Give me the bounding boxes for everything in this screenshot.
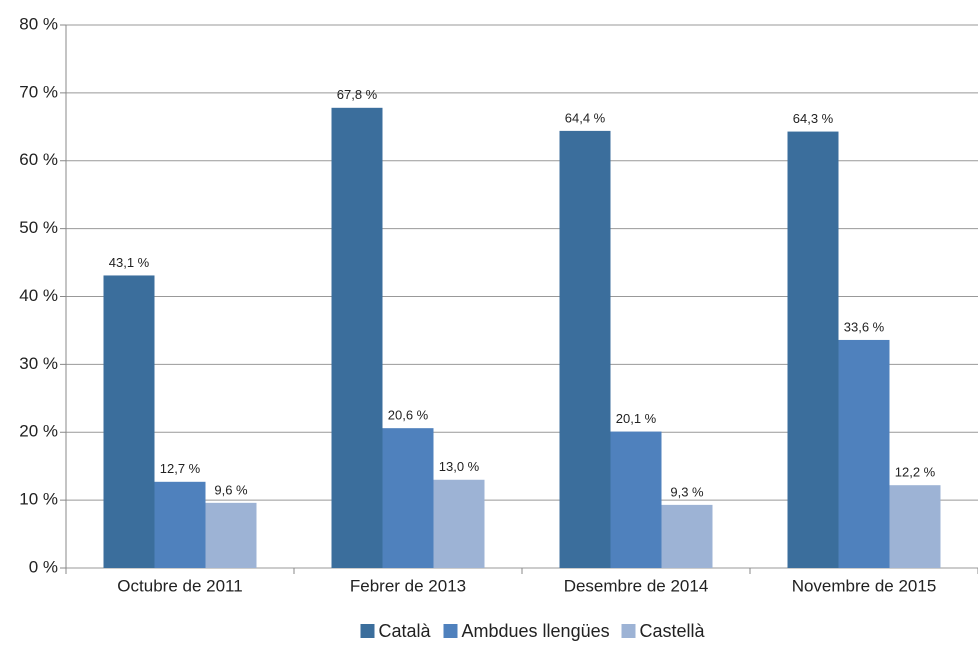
- y-tick-label: 70 %: [19, 82, 58, 101]
- y-tick-label: 40 %: [19, 286, 58, 305]
- y-tick-label: 20 %: [19, 422, 58, 441]
- legend-label: Castellà: [640, 621, 706, 641]
- value-label: 9,6 %: [214, 482, 248, 497]
- bar: [787, 131, 839, 568]
- bar: [331, 107, 383, 569]
- x-tick-label: Febrer de 2013: [350, 576, 466, 595]
- y-tick-label: 30 %: [19, 354, 58, 373]
- value-label: 20,6 %: [388, 408, 429, 423]
- bar: [889, 485, 941, 568]
- legend-label: Català: [379, 621, 432, 641]
- value-label: 12,2 %: [895, 465, 936, 480]
- x-tick-label: Novembre de 2015: [792, 576, 937, 595]
- legend-swatch: [621, 624, 636, 638]
- y-tick-label: 10 %: [19, 490, 58, 509]
- value-label: 20,1 %: [616, 411, 657, 426]
- value-label: 9,3 %: [670, 484, 704, 499]
- y-tick-label: 60 %: [19, 150, 58, 169]
- bar: [103, 275, 155, 568]
- legend-label: Ambdues llengües: [462, 621, 610, 641]
- bar: [154, 481, 206, 568]
- bar: [382, 428, 434, 568]
- bar: [838, 339, 890, 568]
- bar: [559, 130, 611, 568]
- y-tick-label: 80 %: [19, 14, 58, 33]
- value-label: 64,3 %: [793, 111, 834, 126]
- y-tick-label: 0 %: [29, 557, 58, 576]
- value-label: 12,7 %: [160, 461, 201, 476]
- x-tick-label: Desembre de 2014: [564, 576, 709, 595]
- value-label: 67,8 %: [337, 87, 378, 102]
- y-tick-label: 50 %: [19, 218, 58, 237]
- bar: [610, 431, 662, 568]
- value-label: 33,6 %: [844, 319, 885, 334]
- bar: [661, 504, 713, 568]
- bar: [433, 479, 485, 568]
- value-label: 64,4 %: [565, 110, 606, 125]
- legend-swatch: [360, 624, 375, 638]
- legend-swatch: [443, 624, 458, 638]
- x-tick-label: Octubre de 2011: [117, 576, 242, 595]
- value-label: 13,0 %: [439, 459, 480, 474]
- value-label: 43,1 %: [109, 255, 150, 270]
- bar: [205, 502, 257, 568]
